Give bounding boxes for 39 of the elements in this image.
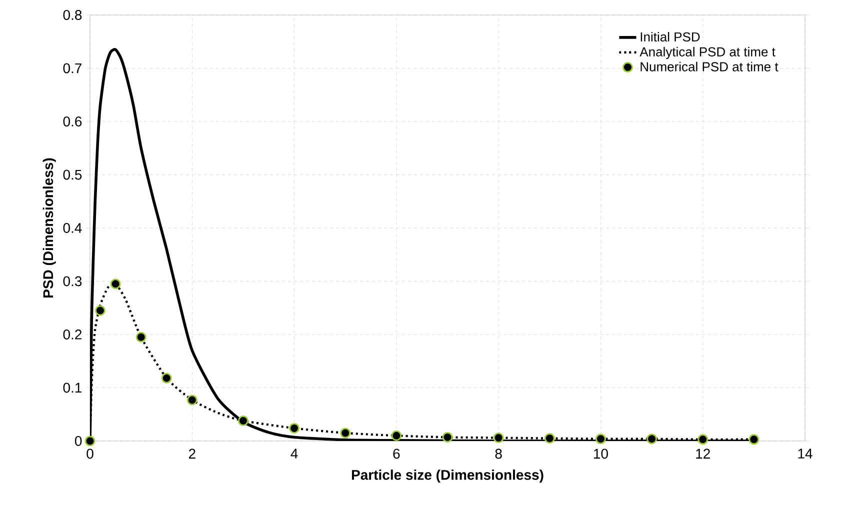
point: [238, 416, 248, 426]
y-tick-label: 0.4: [63, 223, 82, 233]
point: [442, 432, 453, 443]
point: [595, 434, 606, 444]
x-axis-title: Particle size (Dimensionless): [352, 470, 544, 483]
legend-label: Initial PSD: [640, 32, 700, 42]
x-tick-label: 8: [495, 448, 502, 459]
point: [161, 372, 172, 384]
point: [110, 278, 121, 290]
point: [698, 434, 708, 445]
y-tick-label: 0.6: [63, 116, 82, 126]
x-tick-label: 6: [393, 448, 400, 459]
point: [340, 428, 351, 438]
y-tick-label: 0.7: [63, 63, 82, 74]
x-tick-label: 10: [594, 448, 608, 459]
y-tick-label: 0.3: [63, 276, 82, 286]
legend-label: Analytical PSD at time t: [640, 46, 776, 60]
y-axis-title: PSD (Dimensionless): [42, 158, 56, 298]
y-tick-label: 0.5: [63, 170, 82, 180]
point: [289, 422, 300, 434]
point: [748, 434, 760, 445]
point: [391, 430, 402, 441]
point: [136, 332, 146, 342]
y-tick-label: 0.8: [63, 10, 82, 20]
y-tick-label: 0.1: [63, 382, 82, 393]
x-tick-label: 14: [798, 448, 812, 458]
x-tick-label: 0: [86, 448, 94, 459]
x-tick-label: 2: [188, 448, 196, 459]
y-tick-label: 0: [74, 436, 82, 446]
point: [493, 432, 504, 444]
point: [94, 305, 106, 316]
point: [544, 433, 555, 444]
legend-label: Numerical PSD at time t: [640, 62, 778, 72]
x-tick-label: 12: [696, 448, 710, 459]
point: [84, 436, 96, 446]
y-tick-label: 0.2: [63, 330, 82, 340]
x-tick-label: 4: [290, 448, 298, 458]
point: [646, 434, 658, 444]
point: [186, 394, 198, 406]
